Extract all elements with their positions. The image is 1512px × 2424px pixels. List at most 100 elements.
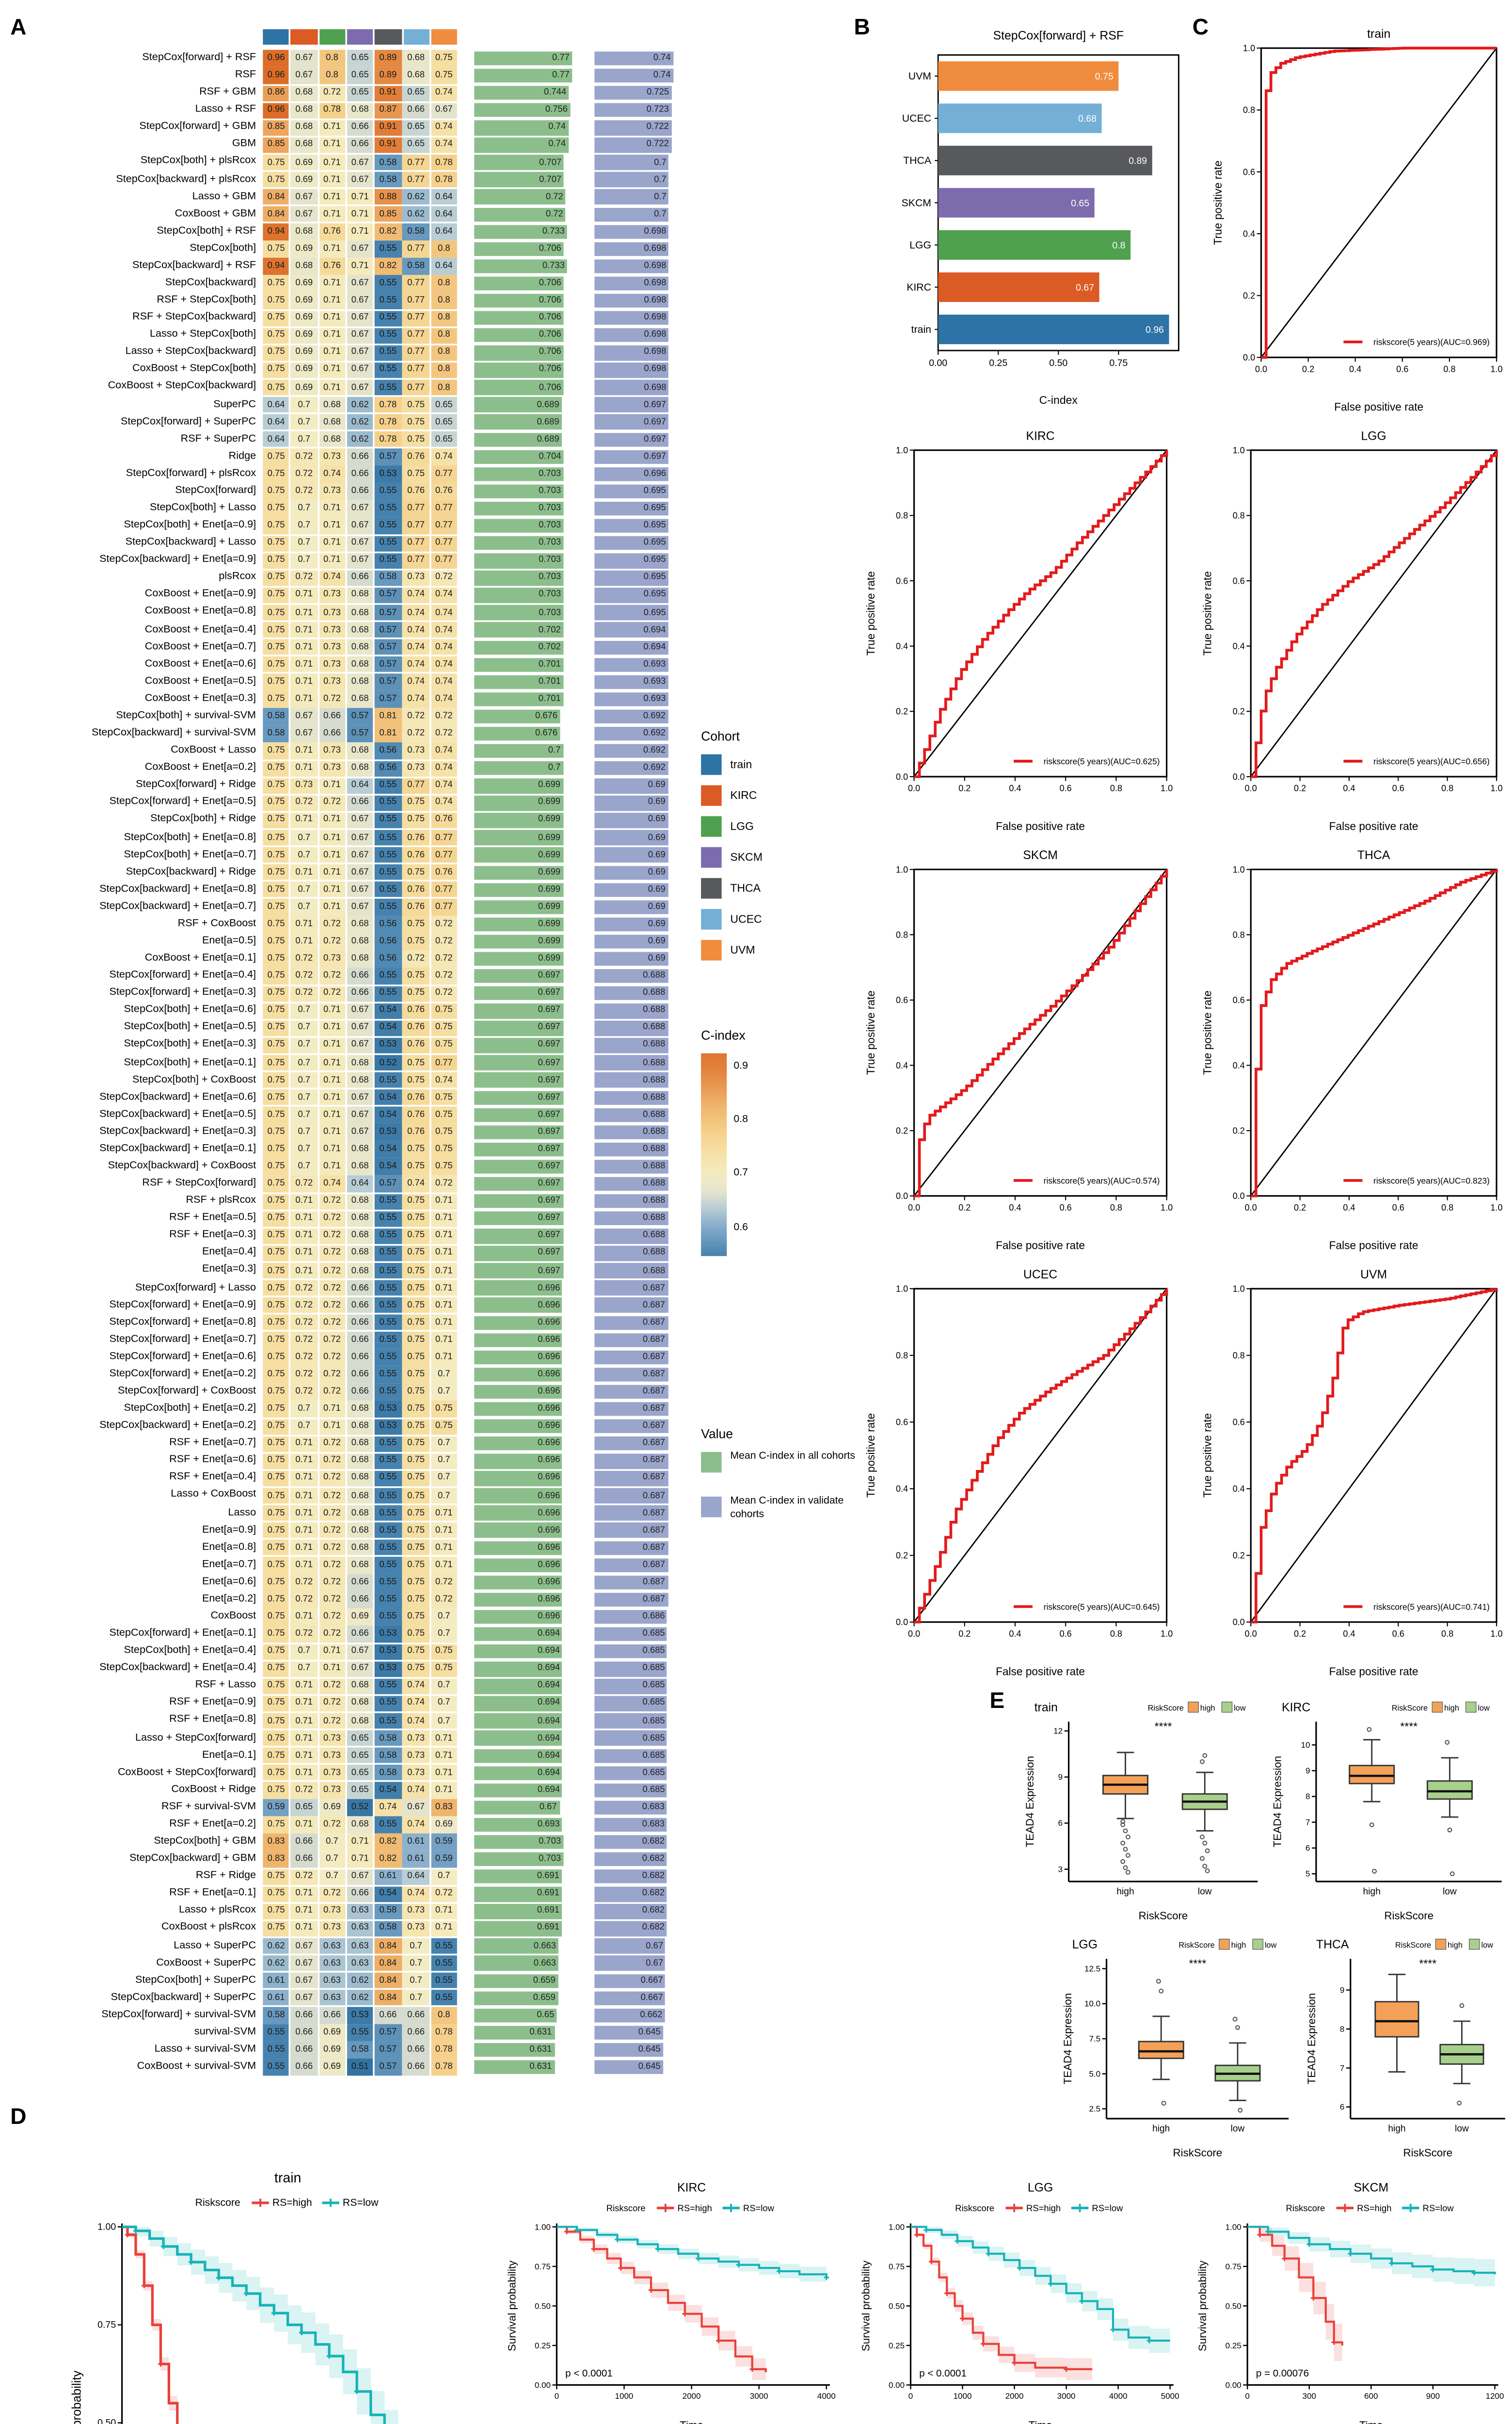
svg-text:RS=high: RS=high [678,2203,712,2213]
heatmap-cell: 0.67 [347,240,373,257]
heatmap-row: CoxBoost + Enet[a=0.5] 0.75 0.71 0.73 0.68 0.… [0,673,704,691]
heatmap-cell: 0.69 [318,2041,346,2058]
heatmap-cell: 0.73 [290,778,318,794]
heatmap-row: GBM 0.85 0.68 0.71 0.66 0.91 0.65 0.74 0.74 0.722 [0,136,704,154]
model-name: Lasso + GBM [192,190,256,202]
svg-text:SKCM: SKCM [1023,849,1058,862]
mean-validate-bar: 0.697 [594,449,669,464]
mean-validate-bar: 0.645 [594,2042,663,2057]
heatmap-cell: 0.68 [290,119,318,136]
mean-validate-bar: 0.685 [594,1696,668,1711]
heatmap-row: RSF + Enet[a=0.3] 0.75 0.71 0.72 0.68 0.55 0.7… [0,1228,704,1245]
model-name: RSF + Enet[a=0.8] [169,1714,256,1726]
heatmap-cell: 0.73 [402,1903,430,1920]
mean-validate-bar: 0.692 [594,744,668,759]
heatmap-cell: 0.75 [263,587,289,604]
heatmap-cell: 0.66 [347,1314,373,1331]
mean-all-bar: 0.707 [474,172,564,187]
svg-text:Survival probability: Survival probability [70,2371,84,2424]
heatmap-cell: 0.72 [318,1211,346,1227]
heatmap-cell: 0.71 [290,1435,318,1452]
heatmap-cell: 0.77 [430,500,458,517]
svg-text:0.2: 0.2 [1233,1551,1245,1561]
heatmap-cell: 0.75 [263,1262,289,1279]
heatmap-row: StepCox[backward] + Enet[a=0.5] 0.75 0.7 0.… [0,1106,704,1124]
svg-text:0.50: 0.50 [1226,2301,1241,2311]
svg-text:0.8: 0.8 [1233,511,1245,521]
svg-text:2.5: 2.5 [1089,2105,1100,2114]
svg-text:0.4: 0.4 [1233,1061,1245,1070]
heatmap-row: survival-SVM 0.55 0.66 0.69 0.55 0.57 0.66 0.78… [0,2024,704,2041]
mean-all-bar: 0.704 [474,449,564,464]
heatmap-cell: 0.75 [263,1868,289,1885]
heatmap-cell: 0.73 [402,570,430,586]
heatmap-cell: 0.77 [402,362,430,379]
svg-text:True positive rate: True positive rate [864,571,877,655]
heatmap-cell: 0.81 [375,726,401,742]
heatmap-row: CoxBoost + Enet[a=0.2] 0.75 0.71 0.73 0.68 0.… [0,760,704,777]
mean-validate-bar: 0.685 [594,1627,668,1642]
mean-validate-bar: 0.698 [594,363,669,378]
svg-text:0.8: 0.8 [1243,105,1255,115]
heatmap-row: CoxBoost + Enet[a=0.1] 0.75 0.72 0.73 0.68 0.… [0,950,704,968]
model-name: StepCox[forward] + GBM [139,121,256,133]
heatmap-cell: 0.89 [375,50,401,67]
heatmap-cell: 0.7 [402,1972,430,1989]
heatmap-cell: 0.76 [430,812,458,829]
heatmap-cell: 0.66 [347,985,373,1002]
svg-text:0.2: 0.2 [1243,291,1255,301]
heatmap-cell: 0.67 [347,1003,373,1019]
heatmap-cell: 0.71 [290,1522,318,1539]
heatmap-row: StepCox[backward] + CoxBoost 0.75 0.7 0.71 0… [0,1158,704,1176]
svg-text:0.75: 0.75 [1109,358,1128,368]
heatmap-cell: 0.55 [375,379,401,396]
model-name: StepCox[backward] + GBM [129,1852,256,1865]
mean-all-bar: 0.65 [474,2008,557,2023]
heatmap-cell: 0.56 [375,743,401,760]
heatmap-cell: 0.68 [402,67,430,84]
model-name: StepCox[backward] + Enet[a=0.9] [99,554,256,566]
mean-validate-bar: 0.687 [594,1506,668,1520]
heatmap-row: StepCox[backward] + Enet[a=0.8] 0.75 0.7 0.… [0,881,704,898]
heatmap-cell: 0.72 [318,1678,346,1694]
heatmap-cell: 0.71 [430,1903,458,1920]
heatmap-cell: 0.74 [430,605,458,621]
heatmap-cell: 0.67 [347,1124,373,1140]
heatmap-cell: 0.75 [263,1159,289,1175]
heatmap-cell: 0.69 [290,345,318,361]
heatmap-cell: 0.75 [263,1782,289,1799]
mean-all-bar: 0.696 [474,1610,563,1625]
heatmap-row: CoxBoost 0.75 0.71 0.72 0.69 0.55 0.75 0.7 0.696… [0,1609,704,1626]
heatmap-cell: 0.78 [430,172,458,188]
heatmap-cell: 0.74 [402,1713,430,1729]
heatmap-cell: 0.66 [290,2059,318,2075]
heatmap-cell: 0.71 [290,1470,318,1487]
heatmap-cell: 0.68 [347,1262,373,1279]
heatmap-cell: 0.7 [290,829,318,846]
heatmap-cell: 0.69 [290,310,318,327]
heatmap-cell: 0.68 [347,1228,373,1244]
svg-text:1.0: 1.0 [1161,1629,1173,1639]
mean-validate-bar: 0.687 [594,1540,668,1555]
heatmap-cell: 0.75 [263,1020,289,1037]
mean-all-bar: 0.699 [474,952,563,966]
km-plot-skcm: SKCM Riskscore RS=high RS=low 0.00 0.25 0.50 0.… [1194,2175,1509,2424]
heatmap-cell: 0.73 [318,1765,346,1781]
svg-text:riskscore(5 years)(AUC=0.645): riskscore(5 years)(AUC=0.645) [1044,1602,1160,1611]
heatmap-cell: 0.53 [375,1660,401,1677]
heatmap-cell: 0.72 [430,933,458,950]
heatmap-cell: 0.55 [375,1609,401,1626]
heatmap-cell: 0.76 [402,483,430,500]
model-name: RSF + Enet[a=0.3] [169,1229,256,1242]
heatmap-cell: 0.75 [263,1609,289,1626]
heatmap-cell: 0.68 [347,916,373,933]
heatmap-cell: 0.68 [347,951,373,967]
heatmap-cell: 0.67 [290,67,318,84]
model-name: CoxBoost + plsRcox [161,1922,256,1934]
heatmap-cell: 0.66 [347,1332,373,1348]
panel-c-label: C [1192,14,1209,40]
heatmap-cell: 0.72 [318,1817,346,1833]
heatmap-row: StepCox[backward] + Enet[a=0.9] 0.75 0.7 0.… [0,552,704,570]
heatmap-row: plsRcox 0.75 0.72 0.74 0.66 0.58 0.73 0.72 0.703… [0,569,704,587]
heatmap-cell: 0.65 [347,1782,373,1799]
